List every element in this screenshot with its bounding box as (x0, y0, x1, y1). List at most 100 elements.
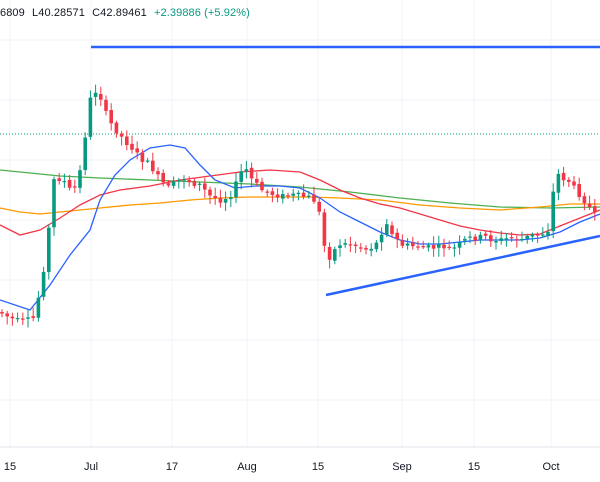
candle (21, 312, 25, 326)
candle (260, 177, 264, 193)
candle (515, 235, 519, 248)
candle (343, 238, 347, 248)
candle (218, 189, 223, 208)
moving-average-long (0, 169, 600, 209)
candle (208, 186, 212, 204)
candle (520, 231, 524, 242)
candle (359, 243, 363, 253)
candle (62, 173, 67, 188)
candle (431, 236, 436, 257)
candle (525, 233, 529, 244)
candle (88, 90, 93, 140)
candle (31, 307, 35, 322)
candle (125, 130, 129, 151)
time-axis-label: Jul (84, 461, 98, 473)
candle (489, 229, 493, 247)
candle (275, 188, 280, 203)
candle (561, 166, 566, 187)
candle (281, 189, 285, 204)
moving-average-fast (0, 144, 600, 311)
candle (442, 238, 446, 257)
candle (411, 236, 415, 250)
moving-average-medium (0, 169, 600, 236)
chart-grid (0, 0, 600, 447)
ascending-trendline[interactable] (325, 234, 600, 297)
candle (104, 95, 108, 116)
candle (114, 120, 119, 138)
candle (223, 191, 228, 212)
candle (73, 179, 77, 194)
candle (577, 177, 581, 201)
candle (151, 152, 155, 175)
candle (67, 174, 72, 191)
candle (249, 162, 254, 188)
ohlc-low: L40.28571 (32, 7, 85, 19)
candle (312, 186, 316, 204)
candle (405, 238, 410, 250)
candle (582, 192, 587, 211)
candle (338, 239, 342, 257)
candle (395, 228, 399, 249)
candle (416, 241, 420, 251)
candle (437, 235, 441, 257)
candle (499, 230, 503, 245)
candle (244, 160, 249, 179)
candle (551, 183, 555, 239)
candlestick-series (0, 84, 597, 328)
candle (177, 178, 181, 189)
candle (541, 227, 545, 238)
candle (10, 312, 15, 326)
candle (385, 219, 389, 238)
candle (353, 241, 358, 253)
ohlc-open: 6809 (0, 7, 25, 19)
candle (447, 240, 451, 251)
candle (572, 175, 576, 190)
candle (57, 173, 61, 185)
candle (379, 227, 384, 251)
candle (255, 172, 259, 186)
candle (322, 208, 327, 253)
candle (530, 232, 535, 242)
candle (47, 224, 51, 280)
candle (265, 189, 269, 197)
candle (390, 221, 394, 238)
candle (166, 180, 171, 188)
candle (301, 184, 306, 200)
candle (327, 242, 332, 269)
candle (161, 169, 165, 187)
candle (483, 230, 488, 241)
moving-average-slow (0, 196, 600, 215)
candle (213, 187, 217, 205)
ohlc-legend: 6809 L40.28571 C42.89461 +2.39886 (+5.92… (0, 7, 254, 19)
candle (478, 231, 483, 244)
candle (197, 181, 202, 192)
ohlc-close: C42.89461 (92, 7, 147, 19)
candle (400, 234, 405, 249)
candle (156, 167, 160, 180)
candle (145, 157, 150, 164)
time-axis-label: Sep (392, 461, 412, 473)
candle (229, 190, 233, 207)
candle (307, 190, 311, 199)
candle (130, 135, 134, 154)
candle (473, 233, 477, 246)
candle (93, 84, 98, 106)
candle (135, 141, 139, 160)
candle (421, 240, 425, 250)
time-axis-label: 15 (4, 461, 16, 473)
candle (192, 178, 197, 189)
candle (234, 172, 238, 204)
candle (494, 236, 498, 250)
candle (463, 236, 467, 245)
candle (291, 188, 295, 202)
candle (239, 164, 243, 190)
candle (535, 232, 540, 244)
candle (426, 242, 431, 252)
candle (109, 103, 113, 131)
candle (509, 232, 514, 242)
candle (78, 165, 82, 194)
candle (369, 243, 373, 257)
time-axis-label: 15 (468, 461, 480, 473)
